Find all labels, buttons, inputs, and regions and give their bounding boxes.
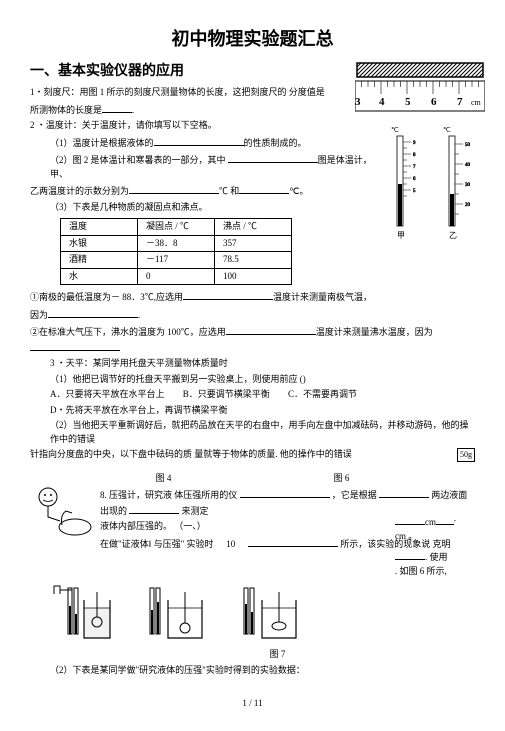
blank: [48, 307, 138, 318]
cell: －38．8: [138, 235, 215, 252]
cell: 78.5: [215, 252, 292, 269]
choice-c: C．不需要再调节: [288, 388, 357, 402]
thermometer-figure: ℃ 9 8 7 6 5 甲 ℃ 50 40 30 20 乙: [385, 124, 485, 249]
fig-block: 图 4 图 6 8. 压强计，研究液 体压强所用的仪 ，它是根据 两边液面出现的…: [30, 472, 475, 662]
blank: [102, 102, 132, 113]
beaker-icon: [238, 584, 302, 642]
weight-icon: 50g: [457, 448, 475, 462]
svg-text:℃: ℃: [391, 126, 399, 134]
q3-2: （2）当他把天平重新调好后，就把药品放在天平的右盘中，用手向左盘中加减砝码，并移…: [50, 419, 475, 446]
blank: [129, 183, 219, 194]
svg-text:7: 7: [413, 165, 416, 170]
cell: 酒精: [61, 252, 138, 269]
q2-c2: ②在标准大气压下，沸水的温度为 100℃，应选用温度计来测量沸水温度，因为: [30, 324, 475, 355]
cell: 0: [138, 268, 215, 285]
q-last: （2）下表是某同学做"研究液体的压强"实验时得到的实验数据：: [50, 664, 475, 678]
blank: [226, 324, 316, 335]
blank: [379, 487, 429, 498]
cell: 100: [215, 268, 292, 285]
svg-text:40: 40: [465, 163, 471, 168]
svg-text:5: 5: [405, 96, 411, 108]
fig7-label: 图 7: [80, 648, 475, 662]
beaker-row: [50, 584, 475, 642]
q2-c1: ①南极的最低温度为－ 88．3℃,应选用温度计来测量南极气温，: [30, 289, 475, 305]
svg-text:6: 6: [431, 96, 437, 108]
svg-text:乙: 乙: [449, 231, 457, 240]
page-number: 1 / 11: [30, 697, 475, 711]
svg-text:4: 4: [379, 96, 385, 108]
page-title: 初中物理实验题汇总: [30, 26, 475, 53]
q3: 3 ・天平：某同学用托盘天平测量物体质量时: [50, 357, 475, 371]
svg-text:30: 30: [465, 183, 471, 188]
svg-text:cm: cm: [471, 98, 482, 107]
blank: [30, 340, 120, 351]
q3-1: （1）他把已调节好的托盘天平搬到另一实验桌上，则使用前应 (): [50, 373, 475, 387]
svg-text:9: 9: [413, 141, 416, 146]
beaker-icon: [144, 584, 208, 642]
blank: [240, 487, 330, 498]
cell: 水: [61, 268, 138, 285]
cell: －117: [138, 252, 215, 269]
cell: 凝固点 / ℃: [138, 219, 215, 236]
cell: 沸点 / ℃: [215, 219, 292, 236]
svg-text:7: 7: [457, 96, 463, 108]
beaker-icon: [50, 584, 114, 642]
svg-text:5: 5: [413, 189, 416, 194]
choice-d: D・先将天平放在水平台上，再调节横梁平衡: [50, 404, 475, 418]
svg-text:3: 3: [355, 96, 361, 108]
svg-text:8: 8: [413, 153, 416, 158]
q2-c1b: 因为.: [30, 307, 475, 323]
pressure-drawing: [30, 485, 100, 550]
blank: [183, 289, 273, 300]
mc-row: A．只要将天平放在水平台上 B．只要调节横梁平衡 C．不需要再调节: [50, 388, 475, 402]
fig4-label: 图 4: [156, 473, 172, 483]
svg-text:20: 20: [465, 203, 471, 208]
svg-text:℃: ℃: [443, 126, 451, 134]
ruler-figure: 3 4 5 6 7 cm: [355, 61, 485, 120]
svg-text:6: 6: [413, 177, 416, 182]
q1b-text: 所测物体的长度是: [30, 105, 102, 115]
fig6-label: 图 6: [334, 473, 350, 483]
blank: [228, 152, 318, 163]
substance-table: 温度 凝固点 / ℃ 沸点 / ℃ 水银 －38．8 357 酒精 －117 7…: [60, 218, 292, 285]
blank: [129, 503, 179, 514]
q1-text: 1・刻度尺：用图 1 所示的刻度尺测量物体的长度，这把刻度尺的 分度值是: [30, 87, 325, 97]
blank: [154, 135, 244, 146]
choice-a: A．只要将天平放在水平台上: [50, 388, 165, 402]
choice-b: B．只要调节横梁平衡: [183, 388, 270, 402]
blank: [239, 183, 289, 194]
cell: 温度: [61, 219, 138, 236]
cell: 357: [215, 235, 292, 252]
svg-text:50: 50: [465, 143, 471, 148]
blank: [248, 536, 338, 547]
cell: 水银: [61, 235, 138, 252]
svg-text:甲: 甲: [397, 231, 405, 240]
q3-3: 针指向分度盘的中央，以下盘中砝码的质 量就等于物体的质量. 他的操作中的错误 5…: [30, 448, 475, 462]
